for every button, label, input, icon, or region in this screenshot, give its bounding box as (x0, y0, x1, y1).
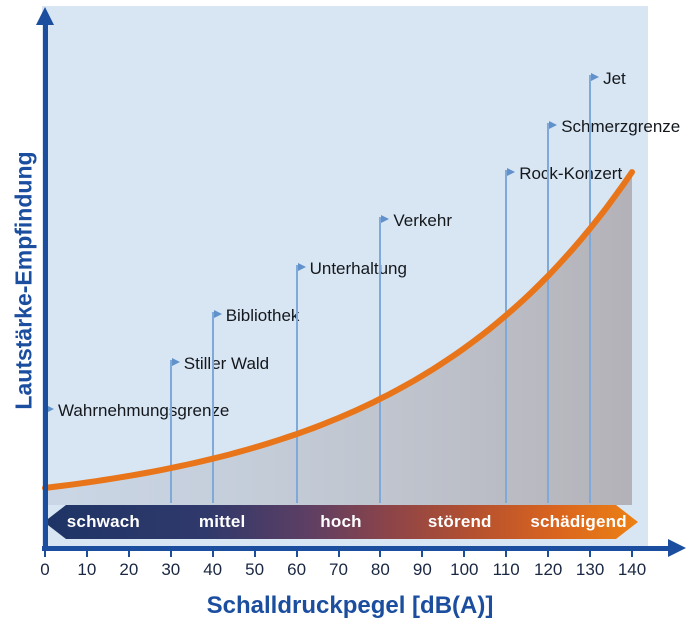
category-label-schwach: schwach (66, 512, 140, 531)
flag-icon (591, 73, 600, 81)
tick-mark (44, 551, 46, 557)
marker-line (379, 217, 382, 503)
tick-mark (589, 551, 592, 557)
tick-label: 70 (329, 560, 348, 579)
category-band: schwach mittel hoch störend schädigend (44, 505, 638, 539)
x-axis-arrow-icon (668, 539, 686, 557)
tick-label: 20 (119, 560, 139, 579)
marker-line (211, 312, 214, 503)
y-axis-line (43, 24, 48, 548)
flag-icon (171, 358, 180, 366)
x-axis-label: Schalldruckpegel [dB(A)] (206, 592, 494, 619)
tick-mark (169, 551, 172, 557)
marker-label: Rock-Konzert (519, 164, 623, 183)
tick-mark (463, 551, 466, 557)
tick-mark (127, 551, 130, 557)
tick-label: 10 (77, 560, 97, 579)
category-label-mittel: mittel (198, 512, 246, 531)
tick-mark (547, 551, 550, 557)
y-axis-label: Lautstärke-Empfindung (10, 151, 37, 410)
marker-line (547, 123, 550, 503)
marker-label: Stiller Wald (183, 354, 270, 373)
marker-line (589, 75, 592, 503)
tick-label: 120 (534, 560, 563, 579)
marker-label: Unterhaltung (309, 259, 407, 278)
x-ticks: 0 10 20 30 40 50 60 70 80 90 100 110 120 130 140 (0, 548, 700, 588)
marker-line (505, 170, 508, 503)
x-axis-line (42, 546, 670, 551)
marker-label: Verkehr (393, 211, 452, 230)
flag-icon (507, 168, 516, 176)
tick-mark (85, 551, 88, 557)
marker-label: Bibliothek (225, 306, 300, 325)
tick-label: 110 (492, 560, 520, 579)
tick-mark (253, 551, 256, 557)
tick-mark (421, 551, 424, 557)
tick-mark (211, 551, 214, 557)
flag-icon (549, 121, 558, 129)
tick-label: 100 (450, 560, 479, 579)
tick-mark (379, 551, 382, 557)
tick-label: 40 (203, 560, 223, 579)
tick-label: 0 (40, 560, 50, 579)
marker-label: Schmerzgrenze (561, 117, 681, 136)
marker-label: Wahrnehmungsgrenze (58, 401, 230, 420)
flag-icon (213, 310, 222, 318)
y-axis-arrow-icon (36, 7, 54, 25)
category-label-schädigend: schädigend (530, 512, 627, 531)
tick-label: 60 (287, 560, 307, 579)
marker-label: Jet (603, 69, 626, 88)
marker-line (295, 265, 298, 503)
tick-label: 140 (617, 560, 647, 579)
tick-label: 80 (370, 560, 390, 579)
flag-icon (381, 215, 390, 223)
tick-mark (631, 551, 633, 557)
tick-label: 50 (245, 560, 265, 579)
tick-mark (505, 551, 508, 557)
flag-icon (297, 263, 306, 271)
tick-label: 130 (575, 560, 605, 579)
tick-mark (295, 551, 298, 557)
tick-label: 90 (412, 560, 432, 579)
category-label-hoch: hoch (320, 512, 362, 531)
marker-line (169, 360, 172, 503)
category-label-störend: störend (427, 512, 492, 531)
tick-mark (337, 551, 340, 557)
tick-label: 30 (161, 560, 181, 579)
